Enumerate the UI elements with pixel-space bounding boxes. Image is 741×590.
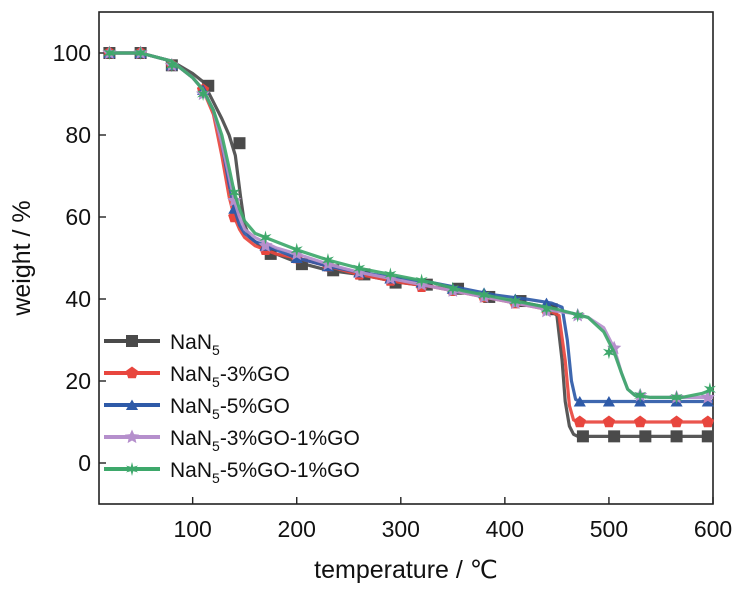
x-tick-label: 400 [486,516,524,542]
data-point [701,415,714,428]
data-point [634,388,647,403]
legend-label-subscript: 5 [212,342,220,358]
legend-label-subscript: 5 [212,438,220,454]
legend-marker [125,462,139,476]
data-point [258,238,273,252]
y-tick-label: 100 [53,40,91,66]
data-point [384,267,397,282]
legend: NaN5NaN5-3%GONaN5-5%GONaN5-3%GO-1%GONaN5… [104,331,360,486]
data-point [415,273,428,288]
legend-label-base: NaN [170,331,212,354]
data-point [573,396,586,407]
data-point [571,308,584,323]
legend-label-base: NaN [170,395,212,418]
legend-label: NaN5-5%GO [170,395,290,422]
data-point [701,396,714,407]
x-axis-title: temperature / ℃ [314,556,498,584]
data-point [353,261,366,276]
x-tick-label: 200 [278,516,316,542]
data-point [134,46,147,60]
legend-label-suffix: -3%GO [220,363,290,386]
data-point [602,345,615,360]
legend-label-base: NaN [170,427,212,450]
data-point [321,253,335,268]
data-point [670,430,683,443]
x-tick-label: 300 [382,516,420,542]
legend-label: NaN5-5%GO-1%GO [170,459,360,486]
legend-item: NaN5-5%GO [104,395,290,422]
legend-label-suffix: -5%GO [220,395,290,418]
x-axis: 100 200 300 400 500 600 [173,497,732,542]
legend-label-subscript: 5 [212,470,220,486]
legend-label-base: NaN [170,363,212,386]
y-axis: 0 20 40 60 80 100 [53,40,106,476]
legend-label-suffix: -5%GO-1%GO [220,459,360,482]
legend-marker [125,399,139,410]
data-point [701,430,714,443]
data-point [703,382,716,397]
series-4 [103,46,716,405]
legend-item: NaN5 [104,331,220,358]
data-point [446,281,459,296]
data-point [290,252,303,263]
y-tick-label: 80 [65,122,91,148]
legend-label: NaN5 [170,331,220,358]
data-point [259,230,272,245]
legend-item: NaN5-3%GO-1%GO [104,427,360,454]
y-axis-title: weight / % [8,200,36,316]
legend-marker [124,429,140,444]
data-point [165,58,178,73]
legend-label-subscript: 5 [212,406,220,422]
x-tick-label: 100 [173,516,211,542]
data-point [509,294,522,309]
y-tick-label: 0 [78,450,91,476]
legend-label: NaN5-3%GO-1%GO [170,427,360,454]
data-point [700,389,715,404]
data-point [608,430,621,443]
data-point [540,302,553,317]
data-point [477,287,491,302]
data-point [639,430,652,443]
data-point [290,242,303,257]
legend-item: NaN5-3%GO [104,363,290,390]
data-point [103,46,116,60]
data-point [197,87,210,101]
data-point [633,415,647,428]
x-tick-label: 600 [694,516,732,542]
plot-frame [98,11,714,505]
data-point [602,415,616,428]
y-tick-label: 60 [65,204,91,230]
data-point [576,430,589,443]
legend-label-suffix: -3%GO-1%GO [220,427,360,450]
legend-label-subscript: 5 [212,374,220,390]
data-point [233,137,246,150]
y-tick-label: 20 [65,368,91,394]
legend-label-base: NaN [170,459,212,482]
data-point [670,390,683,405]
data-point [573,415,586,428]
series-layer [102,45,716,443]
x-tick-label: 500 [590,516,628,542]
series-line [109,51,714,399]
legend-marker [126,335,138,347]
data-point [228,185,241,200]
legend-marker [125,366,139,379]
data-point [670,415,683,428]
y-tick-label: 40 [65,286,91,312]
legend-label: NaN5-3%GO [170,363,290,390]
data-point [602,396,615,407]
legend-item: NaN5-5%GO-1%GO [104,459,360,486]
